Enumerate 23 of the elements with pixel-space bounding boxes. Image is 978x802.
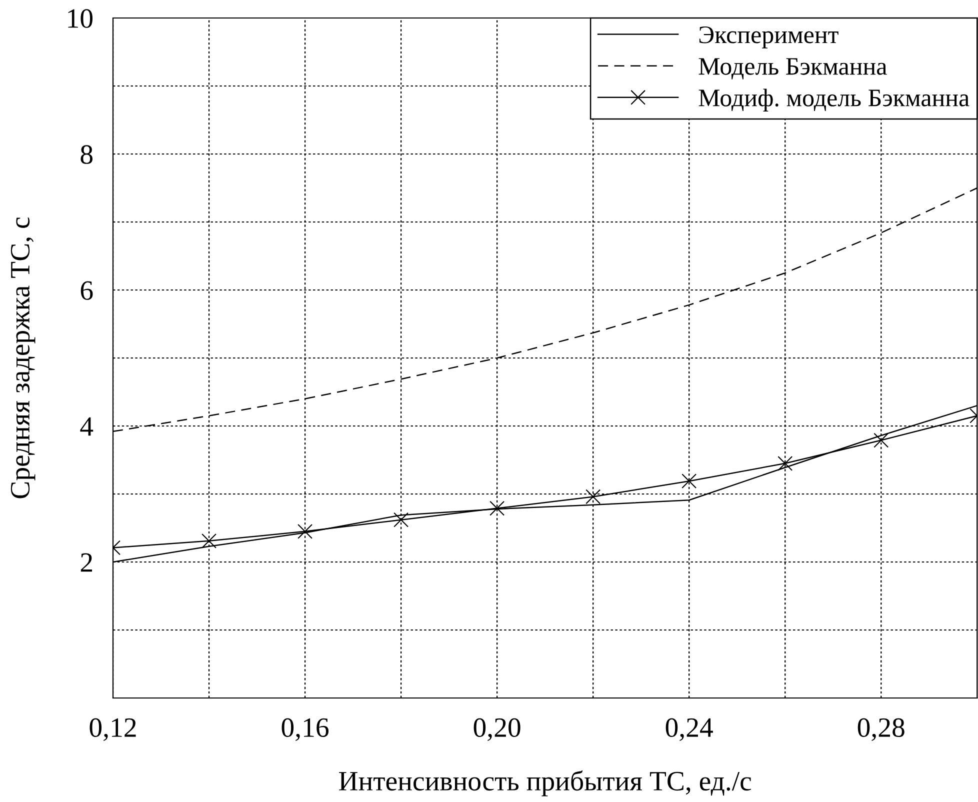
y-tick-label: 4 (80, 417, 94, 436)
x-axis-title: Интенсивность прибытия ТС, ед./с (339, 770, 752, 796)
point (778, 456, 793, 471)
x-tick-label: 0,28 (858, 718, 904, 741)
legend-label: Эксперимент (699, 26, 838, 48)
x-tick-label: 0,24 (666, 718, 713, 741)
x-tick-label: 0,16 (282, 718, 329, 741)
x-tick-label: 0,20 (474, 718, 520, 741)
point (874, 432, 889, 448)
point (490, 500, 505, 516)
point (682, 474, 697, 489)
y-tick-label: 10 (68, 9, 92, 28)
legend-label: Модиф. модель Бэкманна (698, 88, 970, 112)
y-tick-label: 6 (80, 281, 93, 300)
y-tick-label: 8 (80, 145, 92, 164)
point (394, 512, 409, 528)
point (586, 489, 601, 504)
point (298, 524, 313, 539)
legend-label: Модель Бэкманна (698, 58, 887, 80)
point (202, 533, 217, 548)
x-tick-label: 0,12 (90, 718, 136, 741)
y-axis-title: Средняя задержка ТС, с (10, 217, 36, 498)
y-tick-label: 2 (80, 553, 92, 572)
